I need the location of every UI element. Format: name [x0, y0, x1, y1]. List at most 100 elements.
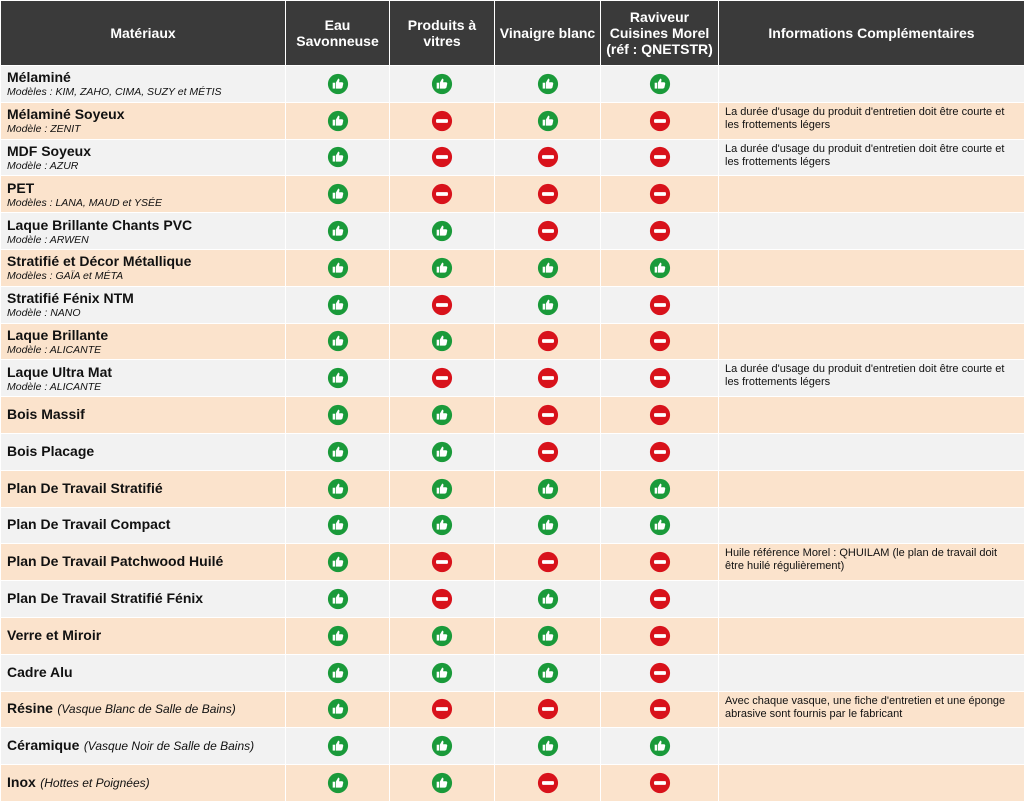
- no-entry-icon: [649, 701, 671, 718]
- status-cell-vinaigre: [495, 470, 601, 507]
- thumbs-up-icon: [327, 443, 349, 460]
- status-cell-raviveur: [601, 213, 719, 250]
- status-cell-vitres: [390, 360, 495, 397]
- no-entry-icon: [537, 774, 559, 791]
- status-cell-eau: [286, 728, 390, 765]
- status-cell-raviveur: [601, 176, 719, 213]
- thumbs-up-icon: [327, 553, 349, 570]
- table-row: Inox (Hottes et Poignées): [1, 765, 1024, 802]
- status-cell-vinaigre: [495, 728, 601, 765]
- info-cell: [719, 581, 1024, 618]
- status-cell-vinaigre: [495, 139, 601, 176]
- thumbs-up-icon: [327, 186, 349, 203]
- status-cell-vinaigre: [495, 507, 601, 544]
- info-cell: [719, 66, 1024, 103]
- thumbs-up-icon: [327, 627, 349, 644]
- material-name: Plan De Travail Compact: [7, 516, 170, 532]
- material-cell: Bois Massif: [1, 397, 286, 434]
- no-entry-icon: [649, 443, 671, 460]
- material-name: Bois Placage: [7, 443, 94, 459]
- status-cell-eau: [286, 102, 390, 139]
- info-cell: Avec chaque vasque, une fiche d'entretie…: [719, 691, 1024, 728]
- table-row: Résine (Vasque Blanc de Salle de Bains)A…: [1, 691, 1024, 728]
- material-name: Céramique: [7, 737, 79, 753]
- status-cell-raviveur: [601, 102, 719, 139]
- table-row: Cadre Alu: [1, 654, 1024, 691]
- info-cell: [719, 654, 1024, 691]
- info-cell: [719, 507, 1024, 544]
- status-cell-vitres: [390, 249, 495, 286]
- status-cell-eau: [286, 323, 390, 360]
- thumbs-up-icon: [327, 370, 349, 387]
- thumbs-up-icon: [431, 406, 453, 423]
- status-cell-eau: [286, 249, 390, 286]
- header-raviveur: Raviveur Cuisines Morel (réf : QNETSTR): [601, 1, 719, 66]
- material-model: Modèle : ALICANTE: [7, 345, 285, 356]
- no-entry-icon: [537, 443, 559, 460]
- no-entry-icon: [649, 590, 671, 607]
- status-cell-vinaigre: [495, 765, 601, 802]
- no-entry-icon: [537, 186, 559, 203]
- material-model: Modèle : ZENIT: [7, 124, 285, 135]
- thumbs-up-icon: [649, 480, 671, 497]
- info-cell: [719, 323, 1024, 360]
- thumbs-up-icon: [327, 149, 349, 166]
- no-entry-icon: [649, 774, 671, 791]
- thumbs-up-icon: [431, 222, 453, 239]
- info-cell: La durée d'usage du produit d'entretien …: [719, 102, 1024, 139]
- status-cell-eau: [286, 544, 390, 581]
- status-cell-vinaigre: [495, 360, 601, 397]
- status-cell-raviveur: [601, 765, 719, 802]
- status-cell-eau: [286, 139, 390, 176]
- material-name: Résine: [7, 700, 53, 716]
- material-model: Modèle : NANO: [7, 308, 285, 319]
- thumbs-up-icon: [537, 517, 559, 534]
- status-cell-vinaigre: [495, 323, 601, 360]
- thumbs-up-icon: [537, 296, 559, 313]
- no-entry-icon: [649, 406, 671, 423]
- status-cell-vitres: [390, 581, 495, 618]
- material-name: Bois Massif: [7, 406, 85, 422]
- material-cell: Plan De Travail Stratifié: [1, 470, 286, 507]
- no-entry-icon: [431, 590, 453, 607]
- material-note: (Vasque Noir de Salle de Bains): [84, 739, 254, 753]
- status-cell-raviveur: [601, 691, 719, 728]
- status-cell-vinaigre: [495, 397, 601, 434]
- no-entry-icon: [431, 186, 453, 203]
- info-cell: La durée d'usage du produit d'entretien …: [719, 139, 1024, 176]
- info-cell: [719, 470, 1024, 507]
- material-model: Modèles : LANA, MAUD et YSÉE: [7, 198, 285, 209]
- material-cell: Plan De Travail Compact: [1, 507, 286, 544]
- material-name: Stratifié et Décor Métallique: [7, 253, 191, 269]
- thumbs-up-icon: [431, 774, 453, 791]
- thumbs-up-icon: [327, 222, 349, 239]
- no-entry-icon: [431, 370, 453, 387]
- material-cell: Céramique (Vasque Noir de Salle de Bains…: [1, 728, 286, 765]
- status-cell-vinaigre: [495, 249, 601, 286]
- status-cell-vinaigre: [495, 433, 601, 470]
- no-entry-icon: [537, 222, 559, 239]
- thumbs-up-icon: [537, 627, 559, 644]
- status-cell-raviveur: [601, 728, 719, 765]
- no-entry-icon: [649, 370, 671, 387]
- table-row: Bois Massif: [1, 397, 1024, 434]
- status-cell-vinaigre: [495, 213, 601, 250]
- thumbs-up-icon: [327, 701, 349, 718]
- status-cell-raviveur: [601, 139, 719, 176]
- status-cell-vinaigre: [495, 66, 601, 103]
- thumbs-up-icon: [649, 737, 671, 754]
- material-note: (Hottes et Poignées): [40, 776, 149, 790]
- no-entry-icon: [649, 112, 671, 129]
- material-model: Modèle : ALICANTE: [7, 382, 285, 393]
- thumbs-up-icon: [431, 75, 453, 92]
- status-cell-vinaigre: [495, 286, 601, 323]
- status-cell-eau: [286, 507, 390, 544]
- status-cell-eau: [286, 213, 390, 250]
